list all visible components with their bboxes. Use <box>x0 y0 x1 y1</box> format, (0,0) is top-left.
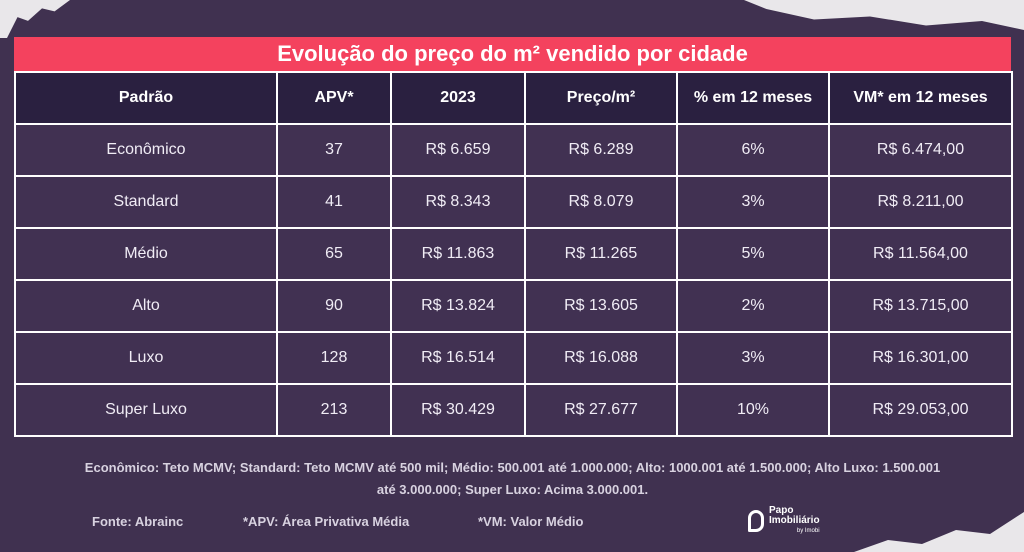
table-row: Econômico 37 R$ 6.659 R$ 6.289 6% R$ 6.4… <box>14 123 1013 177</box>
cell-apv: 37 <box>276 123 392 177</box>
cell-preco-m2: R$ 8.079 <box>524 175 678 229</box>
category-legend: Econômico: Teto MCMV; Standard: Teto MCM… <box>14 457 1011 501</box>
cell-vm: R$ 6.474,00 <box>828 123 1013 177</box>
cell-padrao: Alto <box>14 279 278 333</box>
torn-paper-corner-top-left <box>0 0 70 38</box>
cell-2023: R$ 11.863 <box>390 227 526 281</box>
papo-imobiliario-logo: Papo Imobiliário by Imobi <box>748 506 820 536</box>
cell-vm: R$ 16.301,00 <box>828 331 1013 385</box>
header-vm-12-meses: VM* em 12 meses <box>828 71 1013 125</box>
vm-note: *VM: Valor Médio <box>478 514 584 529</box>
cell-padrao: Luxo <box>14 331 278 385</box>
price-table: Padrão APV* 2023 Preço/m² % em 12 meses … <box>14 71 1013 437</box>
cell-percent: 5% <box>676 227 830 281</box>
cell-2023: R$ 30.429 <box>390 383 526 437</box>
cell-percent: 10% <box>676 383 830 437</box>
cell-padrao: Standard <box>14 175 278 229</box>
cell-percent: 6% <box>676 123 830 177</box>
legend-line-1: Econômico: Teto MCMV; Standard: Teto MCM… <box>84 460 941 475</box>
header-percent-12-meses: % em 12 meses <box>676 71 830 125</box>
cell-2023: R$ 6.659 <box>390 123 526 177</box>
logo-line-1: Papo <box>769 505 794 516</box>
cell-preco-m2: R$ 16.088 <box>524 331 678 385</box>
cell-percent: 3% <box>676 175 830 229</box>
cell-vm: R$ 13.715,00 <box>828 279 1013 333</box>
cell-percent: 2% <box>676 279 830 333</box>
cell-padrao: Médio <box>14 227 278 281</box>
header-preco-m2: Preço/m² <box>524 71 678 125</box>
table-row: Médio 65 R$ 11.863 R$ 11.265 5% R$ 11.56… <box>14 227 1013 281</box>
table-title: Evolução do preço do m² vendido por cida… <box>14 37 1011 71</box>
cell-percent: 3% <box>676 331 830 385</box>
cell-preco-m2: R$ 6.289 <box>524 123 678 177</box>
source-note: Fonte: Abrainc <box>92 514 184 529</box>
cell-vm: R$ 8.211,00 <box>828 175 1013 229</box>
cell-2023: R$ 8.343 <box>390 175 526 229</box>
cell-apv: 90 <box>276 279 392 333</box>
logo-text: Papo Imobiliário by Imobi <box>769 506 820 536</box>
header-padrao: Padrão <box>14 71 278 125</box>
table-header-row: Padrão APV* 2023 Preço/m² % em 12 meses … <box>14 71 1013 125</box>
cell-apv: 128 <box>276 331 392 385</box>
cell-2023: R$ 16.514 <box>390 331 526 385</box>
header-apv: APV* <box>276 71 392 125</box>
cell-preco-m2: R$ 11.265 <box>524 227 678 281</box>
table-row: Standard 41 R$ 8.343 R$ 8.079 3% R$ 8.21… <box>14 175 1013 229</box>
torn-paper-corner-bottom-right <box>854 512 1024 552</box>
cell-vm: R$ 29.053,00 <box>828 383 1013 437</box>
cell-2023: R$ 13.824 <box>390 279 526 333</box>
cell-padrao: Econômico <box>14 123 278 177</box>
legend-line-2: até 3.000.000; Super Luxo: Acima 3.000.0… <box>376 482 649 497</box>
cell-apv: 41 <box>276 175 392 229</box>
table-row: Alto 90 R$ 13.824 R$ 13.605 2% R$ 13.715… <box>14 279 1013 333</box>
logo-line-2: Imobiliário <box>769 515 820 526</box>
cell-vm: R$ 11.564,00 <box>828 227 1013 281</box>
speech-bubble-icon <box>748 510 764 532</box>
cell-preco-m2: R$ 27.677 <box>524 383 678 437</box>
torn-paper-corner-top-right <box>744 0 1024 30</box>
logo-tagline: by Imobi <box>796 528 820 534</box>
cell-padrao: Super Luxo <box>14 383 278 437</box>
cell-preco-m2: R$ 13.605 <box>524 279 678 333</box>
table-row: Super Luxo 213 R$ 30.429 R$ 27.677 10% R… <box>14 383 1013 437</box>
apv-note: *APV: Área Privativa Média <box>243 514 410 529</box>
cell-apv: 213 <box>276 383 392 437</box>
cell-apv: 65 <box>276 227 392 281</box>
table-row: Luxo 128 R$ 16.514 R$ 16.088 3% R$ 16.30… <box>14 331 1013 385</box>
header-2023: 2023 <box>390 71 526 125</box>
